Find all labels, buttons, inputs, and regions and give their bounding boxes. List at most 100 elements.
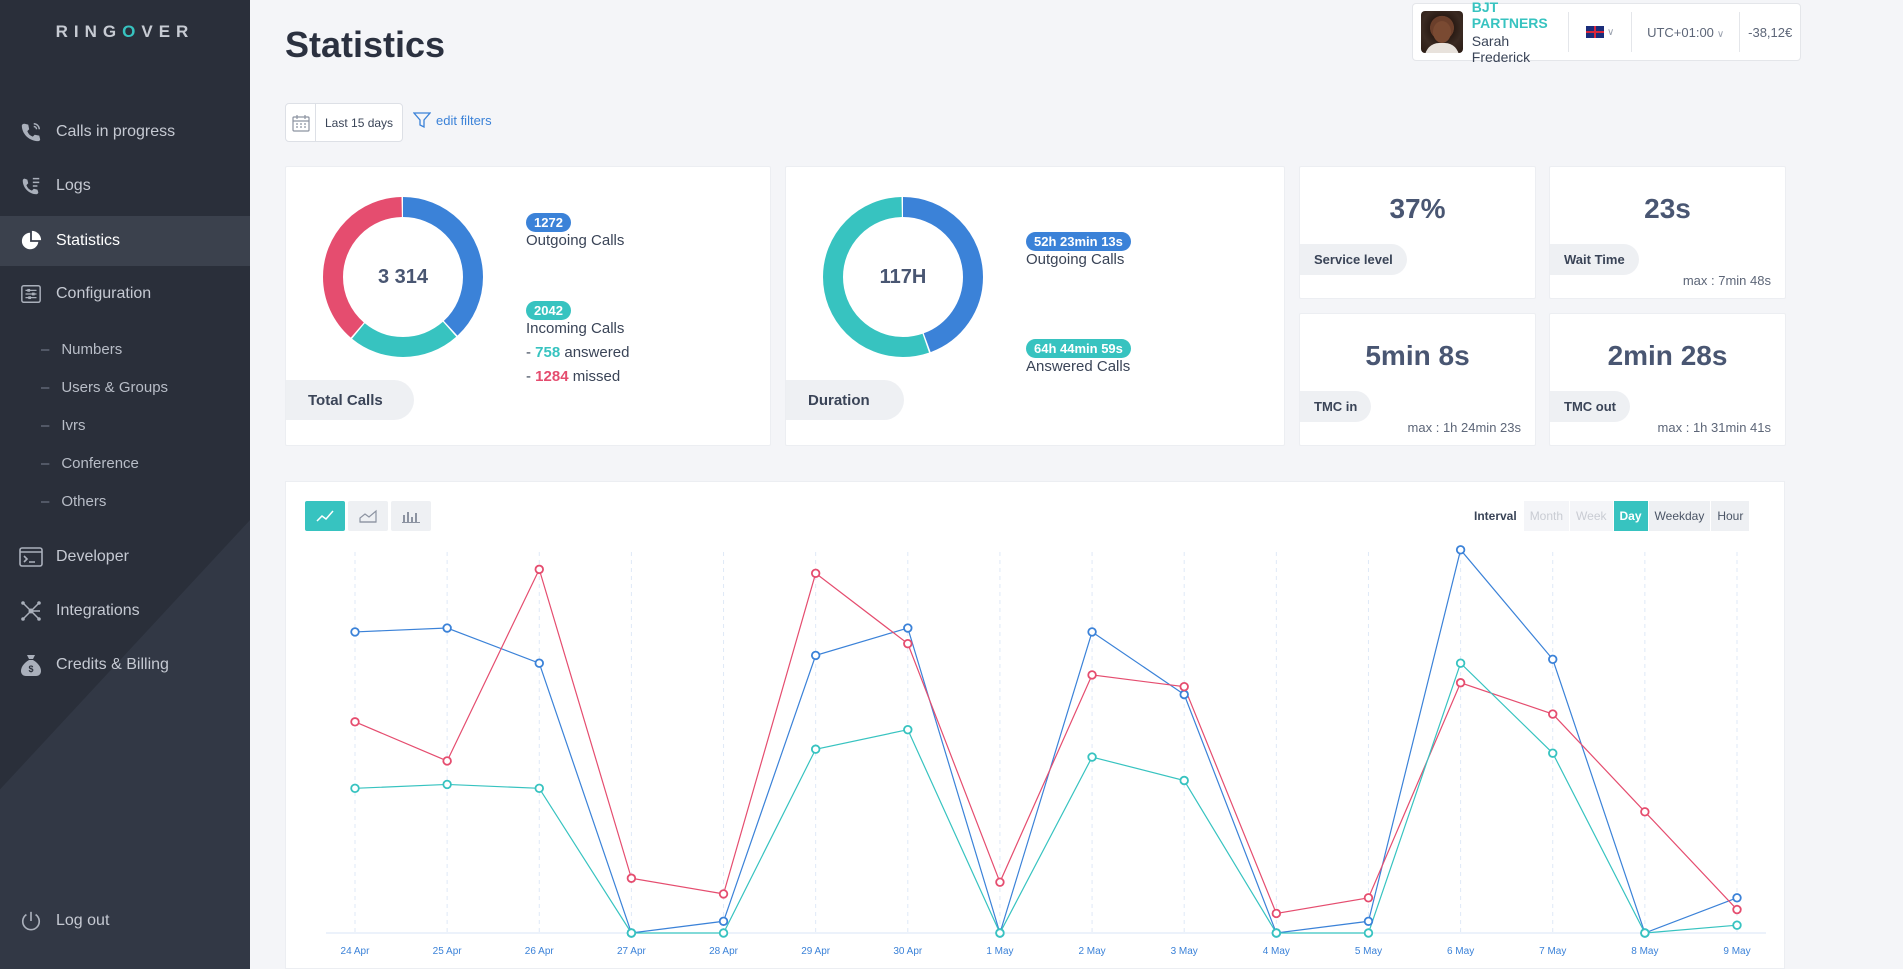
calendar-icon [286, 104, 316, 141]
duration-label: Duration [786, 380, 904, 420]
interval-day[interactable]: Day [1612, 501, 1648, 531]
calls-line-chart: 24 Apr 25 Apr 26 Apr 27 Apr 28 Apr 29 Apr 30 A… [326, 545, 1766, 957]
duration-outgoing-label: Outgoing Calls [1026, 251, 1125, 268]
data-point-series-2[interactable] [442, 779, 452, 790]
logout-button[interactable]: Log out [0, 897, 250, 945]
data-point-series-0[interactable] [1363, 916, 1374, 926]
kpi-value: 37% [1389, 193, 1446, 224]
data-point-series-1[interactable] [626, 873, 637, 883]
incoming-count-badge: 2042 [526, 301, 571, 320]
data-point-series-1[interactable] [1732, 904, 1742, 915]
account-balance[interactable]: -38,12€ [1748, 24, 1793, 40]
data-point-series-2[interactable] [718, 928, 729, 938]
x-tick-label: 7 May [1539, 946, 1566, 957]
area-chart-button[interactable] [348, 501, 388, 531]
data-point-series-1[interactable] [718, 889, 729, 899]
sidebar-subitem-conference[interactable]: – Conference [41, 454, 139, 472]
sidebar-item-logs[interactable]: Logs [0, 162, 250, 210]
data-point-series-0[interactable] [442, 623, 452, 633]
divider [1630, 12, 1632, 52]
sidebar-item-label: Developer [56, 548, 129, 565]
data-point-series-1[interactable] [1363, 893, 1374, 903]
missed-line: - 1284 missed [526, 368, 621, 385]
data-point-series-2[interactable] [626, 928, 637, 938]
data-point-series-2[interactable] [1179, 775, 1189, 786]
kpi-value: 23s [1644, 193, 1691, 224]
interval-hour[interactable]: Hour [1710, 501, 1750, 531]
line-chart-button[interactable] [305, 501, 345, 531]
data-point-series-0[interactable] [1087, 627, 1097, 637]
data-point-series-1[interactable] [350, 717, 360, 727]
sidebar-subitem-others[interactable]: – Others [41, 492, 107, 510]
account-info[interactable]: BJT PARTNERS Sarah Frederick [1472, 0, 1568, 65]
interval-weekday[interactable]: Weekday [1647, 501, 1711, 531]
chevron-down-icon: ∨ [1716, 28, 1725, 40]
data-point-series-0[interactable] [534, 658, 544, 668]
data-point-series-0[interactable] [810, 650, 821, 661]
bar-chart-button[interactable] [391, 501, 431, 531]
data-point-series-1[interactable] [442, 756, 452, 766]
x-tick-label: 24 Apr [341, 946, 371, 957]
data-point-series-2[interactable] [1271, 928, 1282, 938]
data-point-series-1[interactable] [903, 638, 913, 649]
data-point-series-2[interactable] [1732, 920, 1742, 930]
series-line-0 [354, 548, 1738, 936]
sidebar-subitem-numbers[interactable]: – Numbers [41, 340, 123, 358]
data-point-series-0[interactable] [718, 916, 729, 926]
terminal-icon [16, 542, 46, 572]
ringover-logo[interactable]: RINGOVER [55, 22, 195, 41]
data-point-series-0[interactable] [1548, 654, 1558, 664]
sidebar-item-statistics[interactable]: Statistics [0, 216, 250, 266]
language-selector[interactable]: ∨ [1569, 26, 1631, 38]
data-point-series-1[interactable] [1455, 678, 1466, 688]
data-point-series-1[interactable] [1179, 681, 1189, 692]
data-point-series-1[interactable] [1087, 670, 1097, 680]
data-point-series-2[interactable] [534, 783, 544, 794]
data-point-series-1[interactable] [1640, 807, 1650, 817]
interval-week[interactable]: Week [1569, 501, 1613, 531]
data-point-series-2[interactable] [1087, 752, 1097, 762]
data-point-series-1[interactable] [1548, 709, 1558, 719]
duration-outgoing-badge: 52h 23min 13s [1026, 232, 1131, 251]
sidebar-item-integrations[interactable]: Integrations [0, 587, 250, 635]
x-tick-label: 25 Apr [433, 946, 463, 957]
data-point-series-1[interactable] [810, 568, 821, 578]
avatar[interactable] [1421, 11, 1463, 53]
total-calls-label: Total Calls [286, 380, 414, 420]
data-point-series-2[interactable] [1640, 928, 1650, 938]
timezone-selector[interactable]: UTC+01:00 ∨ [1647, 24, 1725, 40]
data-point-series-2[interactable] [810, 744, 821, 754]
duration-answered-legend: 64h 44min 59s Answered Calls [1026, 339, 1131, 375]
data-point-series-1[interactable] [534, 564, 544, 575]
total-calls-slice-outgoing [323, 197, 483, 357]
date-range-filter[interactable]: Last 15 days [285, 103, 403, 142]
sidebar-subitem-ivrs[interactable]: – Ivrs [41, 416, 86, 434]
sidebar-item-label: Configuration [56, 285, 152, 302]
data-point-series-1[interactable] [1271, 908, 1282, 919]
account-bar: BJT PARTNERS Sarah Frederick ∨ UTC+01:00… [1412, 0, 1801, 65]
duration-donut [823, 197, 983, 357]
data-point-series-2[interactable] [903, 724, 913, 735]
x-tick-label: 29 Apr [801, 946, 831, 957]
sidebar-subitem-users-groups[interactable]: – Users & Groups [41, 378, 169, 396]
data-point-series-2[interactable] [995, 928, 1005, 938]
sidebar-item-configuration[interactable]: Configuration [0, 270, 250, 318]
data-point-series-0[interactable] [1732, 893, 1742, 903]
sidebar-item-label: Statistics [56, 232, 121, 249]
data-point-series-2[interactable] [1455, 658, 1466, 668]
sidebar-item-developer[interactable]: Developer [0, 533, 250, 581]
interval-month[interactable]: Month [1522, 501, 1570, 531]
sidebar-item-calls-in-progress[interactable]: Calls in progress [0, 108, 250, 156]
edit-filters-link[interactable]: edit filters [413, 111, 492, 129]
data-point-series-1[interactable] [995, 877, 1005, 887]
data-point-series-2[interactable] [1548, 748, 1558, 758]
duration-slice-outgoing [823, 197, 983, 357]
data-point-series-0[interactable] [350, 627, 360, 637]
kpi-value: 5min 8s [1365, 340, 1470, 371]
data-point-series-0[interactable] [903, 623, 913, 633]
data-point-series-2[interactable] [350, 783, 360, 794]
data-point-series-2[interactable] [1363, 928, 1374, 938]
sidebar-item-credits-billing[interactable]: $ Credits & Billing [0, 641, 250, 689]
data-point-series-0[interactable] [1455, 545, 1466, 555]
data-point-series-0[interactable] [1179, 689, 1189, 700]
